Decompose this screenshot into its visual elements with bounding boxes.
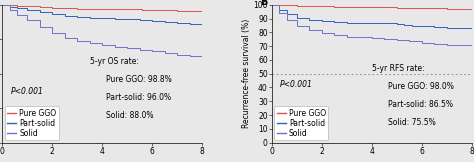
Y-axis label: Recurrence-free survival (%): Recurrence-free survival (%) <box>241 19 250 128</box>
Text: P<0.001: P<0.001 <box>10 87 43 96</box>
Text: B: B <box>261 0 268 7</box>
Text: Pure GGO: 98.0%: Pure GGO: 98.0% <box>388 82 454 91</box>
Text: P<0.001: P<0.001 <box>280 81 313 89</box>
Text: 5-yr RFS rate:: 5-yr RFS rate: <box>372 64 424 73</box>
Text: 5-yr OS rate:: 5-yr OS rate: <box>90 57 139 66</box>
Legend: Pure GGO, Part-solid, Solid: Pure GGO, Part-solid, Solid <box>274 106 328 140</box>
Text: Part-solid: 96.0%: Part-solid: 96.0% <box>106 93 171 102</box>
Text: Part-solid: 86.5%: Part-solid: 86.5% <box>388 100 453 109</box>
Text: Solid: 88.0%: Solid: 88.0% <box>106 111 154 120</box>
Text: Solid: 75.5%: Solid: 75.5% <box>388 118 436 127</box>
Legend: Pure GGO, Part-solid, Solid: Pure GGO, Part-solid, Solid <box>5 106 59 140</box>
Text: Pure GGO: 98.8%: Pure GGO: 98.8% <box>106 75 172 84</box>
